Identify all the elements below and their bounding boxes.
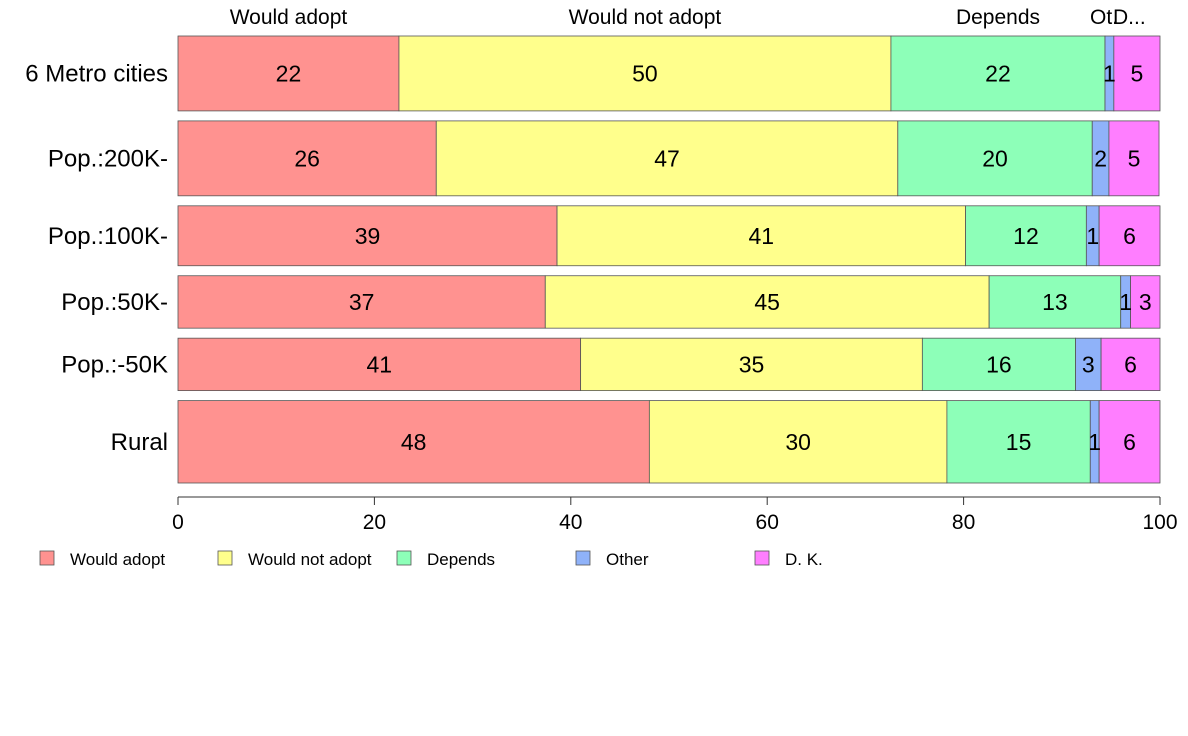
bar-segment	[177, 275, 546, 329]
bar-segment	[177, 400, 650, 484]
legend-label: Would not adopt	[248, 550, 372, 569]
series-top-label: Depends	[956, 6, 1040, 29]
data-label: 20	[982, 145, 1008, 171]
bar-segment	[988, 275, 1122, 329]
bar-segment	[1130, 275, 1161, 329]
data-label: 35	[739, 351, 765, 377]
category-label: Rural	[111, 429, 168, 456]
data-label: 16	[986, 351, 1012, 377]
series-top-label: D...	[1113, 6, 1146, 29]
category-labels: 6 Metro cities Pop.:200K- Pop.:100K- Pop.:5…	[25, 60, 168, 455]
data-label: 2	[1094, 145, 1107, 171]
legend-swatch	[396, 550, 412, 566]
data-label: 12	[1013, 223, 1039, 249]
legend-label: Other	[606, 550, 649, 569]
data-label: 6	[1124, 351, 1137, 377]
bar-segment	[1098, 400, 1161, 484]
data-label: 30	[785, 429, 811, 455]
legend: Would adopt Would not adopt Depends Other D.…	[39, 550, 823, 569]
top-series-labels: Would adopt Would not adopt Depends Ot.D...	[230, 6, 1146, 29]
data-label: 1	[1103, 60, 1116, 86]
data-label: 13	[1042, 289, 1068, 315]
data-label: 41	[367, 351, 393, 377]
data-label: 41	[749, 223, 775, 249]
data-label: 6	[1123, 223, 1136, 249]
x-axis: 0 20 40 60 80 100	[172, 496, 1178, 534]
x-tick-label: 40	[559, 511, 582, 534]
bar-segment	[1098, 205, 1161, 267]
data-label: 6	[1123, 429, 1136, 455]
data-label: 45	[754, 289, 780, 315]
bar-segment	[946, 400, 1091, 484]
bar-segment	[648, 400, 948, 484]
legend-label: D. K.	[785, 550, 823, 569]
data-label: 48	[401, 429, 427, 455]
x-tick-label: 80	[952, 511, 975, 534]
bar-segment	[177, 205, 558, 267]
data-label: 1	[1088, 429, 1101, 455]
bar-segment	[177, 120, 437, 197]
bar-segment	[1108, 120, 1160, 197]
bar-segments	[177, 35, 1161, 484]
data-label: 50	[632, 60, 658, 86]
bar-segment	[556, 205, 966, 267]
bar-segment	[177, 337, 582, 392]
category-label: 6 Metro cities	[25, 60, 168, 87]
bar-segment	[435, 120, 899, 197]
x-tick-label: 60	[756, 511, 779, 534]
legend-label: Would adopt	[70, 550, 165, 569]
bar-segment	[897, 120, 1093, 197]
data-label: 1	[1119, 289, 1132, 315]
data-label: 5	[1131, 60, 1144, 86]
legend-label: Depends	[427, 550, 495, 569]
bar-segment	[921, 337, 1076, 392]
data-label: 22	[276, 60, 302, 86]
data-label: 3	[1082, 351, 1095, 377]
data-labels: 22 50 22 1 526 47 20 2 539 41 12 1 637 45 13 1 341 35 16 3 6…	[276, 60, 1152, 454]
data-label: 22	[985, 60, 1011, 86]
category-label: Pop.:100K-	[48, 223, 168, 250]
category-label: Pop.:-50K	[61, 351, 168, 378]
data-label: 3	[1139, 289, 1152, 315]
bar-segment	[1100, 337, 1161, 392]
bar-segment	[544, 275, 990, 329]
data-label: 1	[1086, 223, 1099, 249]
x-tick-label: 20	[363, 511, 386, 534]
bar-segment	[965, 205, 1087, 267]
bar-segment	[1075, 337, 1102, 392]
x-tick-label: 100	[1142, 511, 1177, 534]
bar-segment	[1113, 35, 1161, 112]
data-label: 39	[355, 223, 381, 249]
data-label: 5	[1128, 145, 1141, 171]
legend-swatch	[39, 550, 55, 566]
legend-swatch	[575, 550, 591, 566]
legend-swatch	[217, 550, 233, 566]
bar-segment	[398, 35, 892, 112]
series-top-label: Would adopt	[230, 6, 348, 29]
data-label: 26	[294, 145, 320, 171]
legend-swatch	[754, 550, 770, 566]
data-label: 37	[349, 289, 375, 315]
series-top-label: Would not adopt	[569, 6, 722, 29]
category-label: Pop.:200K-	[48, 145, 168, 172]
category-label: Pop.:50K-	[61, 289, 168, 316]
x-tick-label: 0	[172, 511, 184, 534]
data-label: 15	[1006, 429, 1032, 455]
data-label: 47	[654, 145, 680, 171]
bar-segment	[580, 337, 923, 392]
series-top-label: Ot.	[1090, 6, 1118, 29]
